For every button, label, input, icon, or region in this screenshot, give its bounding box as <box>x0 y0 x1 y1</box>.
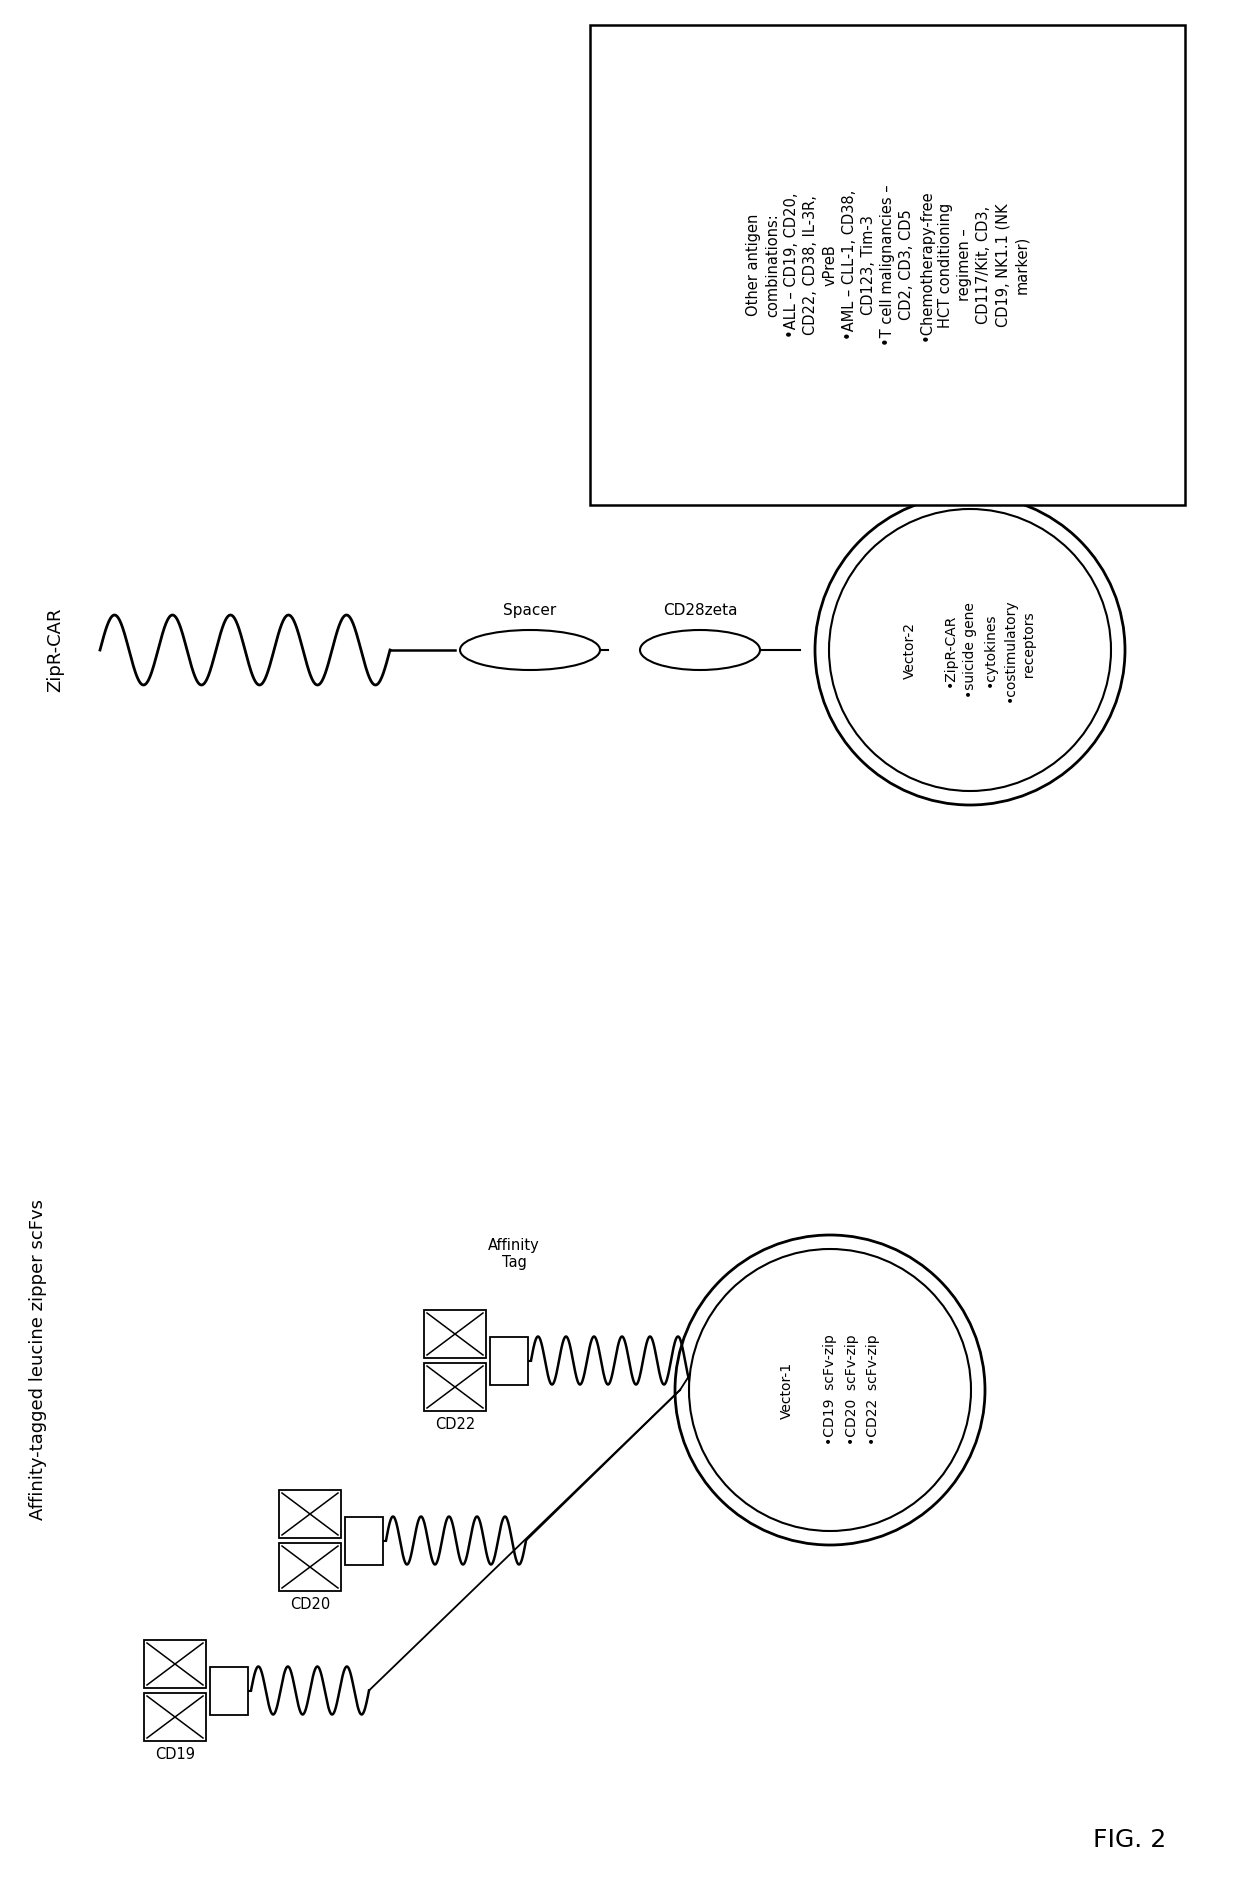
Text: CD28zeta: CD28zeta <box>662 603 738 618</box>
Text: CD22: CD22 <box>435 1417 475 1432</box>
Circle shape <box>830 509 1111 791</box>
Text: Affinity-tagged leucine zipper scFvs: Affinity-tagged leucine zipper scFvs <box>29 1199 47 1520</box>
Bar <box>345 1516 383 1565</box>
Bar <box>590 24 1185 505</box>
Text: Other antigen
combinations:
•ALL – CD19, CD20,
CD22, CD38, IL-3R,
vPreB
•AML – C: Other antigen combinations: •ALL – CD19,… <box>745 184 1029 346</box>
Text: CD20: CD20 <box>290 1597 330 1612</box>
Text: CD19: CD19 <box>155 1747 195 1763</box>
Bar <box>279 1543 341 1592</box>
Bar <box>210 1667 248 1714</box>
Ellipse shape <box>460 629 600 671</box>
Text: Spacer: Spacer <box>503 603 557 618</box>
Text: Affinity
Tag: Affinity Tag <box>489 1238 539 1270</box>
Bar <box>144 1640 206 1687</box>
Text: FIG. 2: FIG. 2 <box>1094 1828 1167 1853</box>
Ellipse shape <box>640 629 760 671</box>
Bar <box>279 1490 341 1539</box>
Text: Vector-2

•ZipR-CAR
•suicide gene
•cytokines
•costimulatory
  receptors: Vector-2 •ZipR-CAR •suicide gene •cytoki… <box>903 598 1037 703</box>
Text: Vector-1

•CD19  scFv-zip
•CD20  scFv-zip
•CD22  scFv-zip: Vector-1 •CD19 scFv-zip •CD20 scFv-zip •… <box>780 1334 880 1445</box>
Circle shape <box>675 1235 985 1545</box>
Bar <box>424 1362 486 1411</box>
Bar <box>424 1310 486 1359</box>
Bar <box>144 1693 206 1742</box>
Circle shape <box>815 494 1125 804</box>
Circle shape <box>689 1250 971 1531</box>
Text: ZipR-CAR: ZipR-CAR <box>46 607 64 691</box>
Bar <box>490 1336 528 1385</box>
